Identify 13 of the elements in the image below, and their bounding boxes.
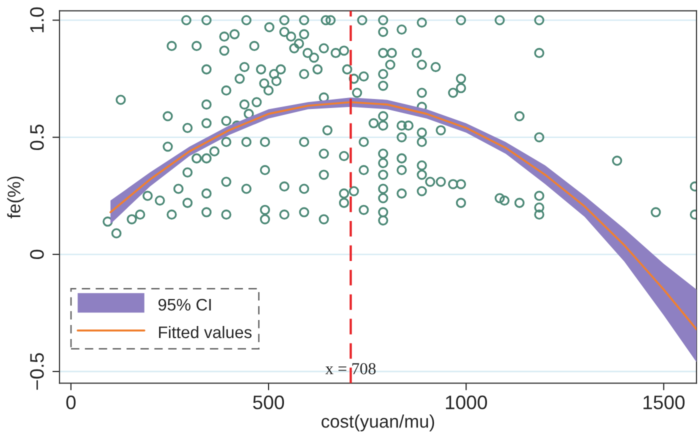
y-tick-label: 0.5 (30, 124, 44, 150)
x-tick-label: 1500 (644, 396, 685, 410)
ref-line-label: x = 708 (325, 363, 376, 374)
annotation: 95% CI (158, 298, 211, 311)
y-tick-label: 0 (30, 250, 44, 260)
y-tick-label: −0.5 (30, 353, 44, 390)
legend-label: Fitted values (159, 326, 252, 338)
x-tick-label: 500 (253, 396, 284, 410)
x-tick-label: 1000 (446, 396, 487, 410)
y-tick-label: 1.0 (30, 7, 44, 32)
x-axis-title: cost(yuan/mu) (322, 414, 434, 432)
x-tick-label: 0 (66, 396, 76, 410)
y-axis-title: fe(%) (7, 176, 24, 218)
